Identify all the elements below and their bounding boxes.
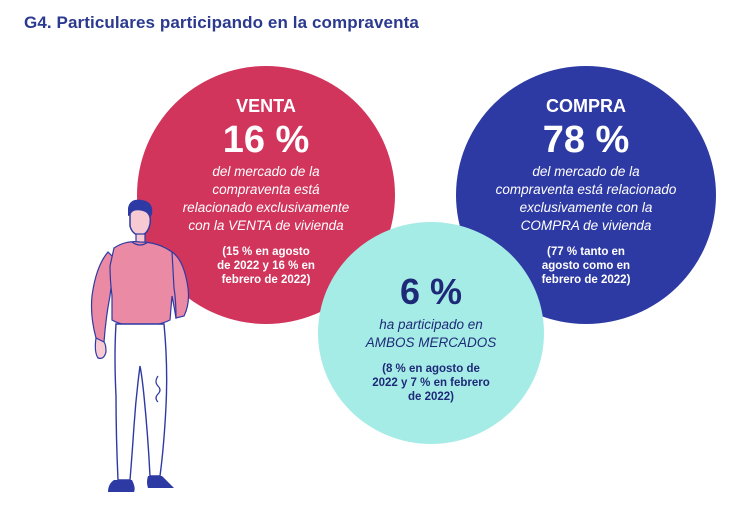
ambos-desc-line: AMBOS MERCADOS bbox=[365, 335, 497, 350]
ambos-note-line: 2022 y 7 % en febrero bbox=[372, 377, 490, 389]
ambos-description: ha participado en AMBOS MERCADOS bbox=[366, 316, 497, 352]
ambos-circle: 6 % ha participado en AMBOS MERCADOS (8 … bbox=[318, 222, 544, 444]
venta-note-line: de 2022 y 16 % en bbox=[217, 260, 315, 272]
venta-note-line: febrero de 2022) bbox=[221, 274, 311, 286]
compra-percent: 78 % bbox=[542, 119, 630, 161]
ambos-note-line: de 2022) bbox=[407, 391, 455, 403]
person-illustration-icon bbox=[90, 199, 190, 492]
ambos-desc-line: ha participado en bbox=[379, 317, 483, 332]
compra-note-line: agosto como en bbox=[541, 260, 631, 272]
compra-note: (77 % tanto en agosto como en febrero de… bbox=[542, 245, 631, 287]
venta-desc-line: con la VENTA de vivienda bbox=[188, 218, 344, 233]
venta-note-line: (15 % en agosto bbox=[222, 246, 310, 258]
compra-note-line: (77 % tanto en bbox=[547, 246, 625, 258]
compra-description: del mercado de la compraventa está relac… bbox=[496, 163, 677, 235]
venta-note: (15 % en agosto de 2022 y 16 % en febrer… bbox=[217, 245, 315, 287]
compra-label: COMPRA bbox=[546, 96, 626, 116]
compra-desc-line: del mercado de la bbox=[532, 164, 640, 179]
ambos-percent: 6 % bbox=[399, 271, 463, 312]
compra-note-line: febrero de 2022) bbox=[541, 274, 631, 286]
venta-desc-line: relacionado exclusivamente bbox=[182, 200, 350, 215]
compra-desc-line: COMPRA de vivienda bbox=[520, 218, 652, 233]
venta-label: VENTA bbox=[236, 96, 296, 116]
compra-desc-line: compraventa está relacionado bbox=[495, 182, 677, 197]
venta-desc-line: compraventa está bbox=[212, 182, 320, 197]
chart-title: G4. Particulares participando en la comp… bbox=[24, 13, 419, 32]
ambos-note-line: (8 % en agosto de bbox=[382, 363, 480, 375]
venta-description: del mercado de la compraventa está relac… bbox=[183, 163, 350, 235]
venta-percent: 16 % bbox=[222, 119, 310, 161]
ambos-note: (8 % en agosto de 2022 y 7 % en febrero … bbox=[372, 362, 490, 404]
venta-desc-line: del mercado de la bbox=[212, 164, 320, 179]
compra-desc-line: exclusivamente con la bbox=[519, 200, 653, 215]
